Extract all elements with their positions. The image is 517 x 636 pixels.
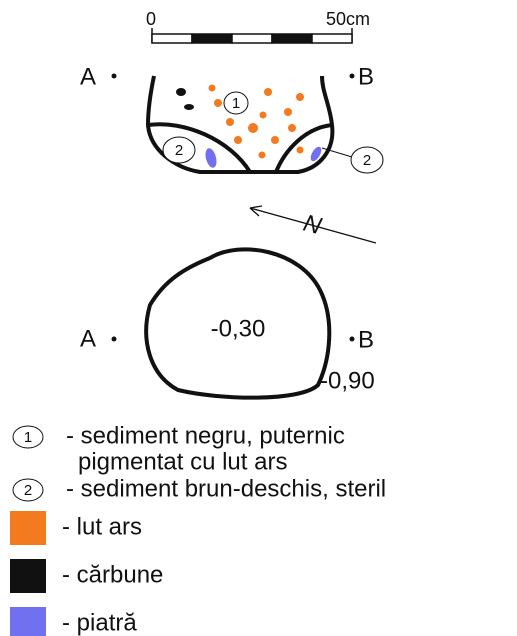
legend-text: - lut ars xyxy=(62,513,142,540)
scale-end: 50cm xyxy=(326,9,370,29)
stone xyxy=(205,146,322,168)
scale-start: 0 xyxy=(146,9,156,29)
layer-2-left: 2 xyxy=(175,142,183,159)
section-profile xyxy=(145,75,335,174)
depth-top: -0,30 xyxy=(211,315,266,342)
dot xyxy=(349,73,355,79)
depth-bottom: -0,90 xyxy=(320,367,375,394)
legend-text: - sediment negru, puternic xyxy=(66,422,345,449)
legend-swatch xyxy=(10,607,46,636)
layer-1: 1 xyxy=(232,95,240,112)
section-b: B xyxy=(358,63,374,90)
legend-symbol: 2 xyxy=(24,482,32,499)
legend-text: - cărbune xyxy=(62,561,163,588)
legend-swatch xyxy=(10,559,46,593)
layer-2-right: 2 xyxy=(363,152,371,169)
section-a: A xyxy=(80,63,96,90)
dot xyxy=(111,73,117,79)
scale-bar xyxy=(151,28,353,44)
plan-a: A xyxy=(80,325,96,352)
legend-markers xyxy=(12,425,44,502)
plan-b: B xyxy=(358,326,374,353)
charcoal xyxy=(176,88,194,110)
legend-text: pigmentat cu lut ars xyxy=(78,448,287,475)
pit-plan xyxy=(144,247,332,400)
legend-swatch xyxy=(10,511,46,545)
dot xyxy=(349,336,355,342)
dot xyxy=(111,336,117,342)
legend-text: - sediment brun-deschis, steril xyxy=(66,475,386,502)
north-arrow xyxy=(249,205,377,244)
leader xyxy=(321,147,353,158)
legend-symbol: 1 xyxy=(24,429,32,446)
layer-markers xyxy=(162,91,384,174)
north-label: N xyxy=(300,210,324,241)
burnt-clay xyxy=(208,84,304,159)
legend-text: - piatră xyxy=(62,609,137,636)
